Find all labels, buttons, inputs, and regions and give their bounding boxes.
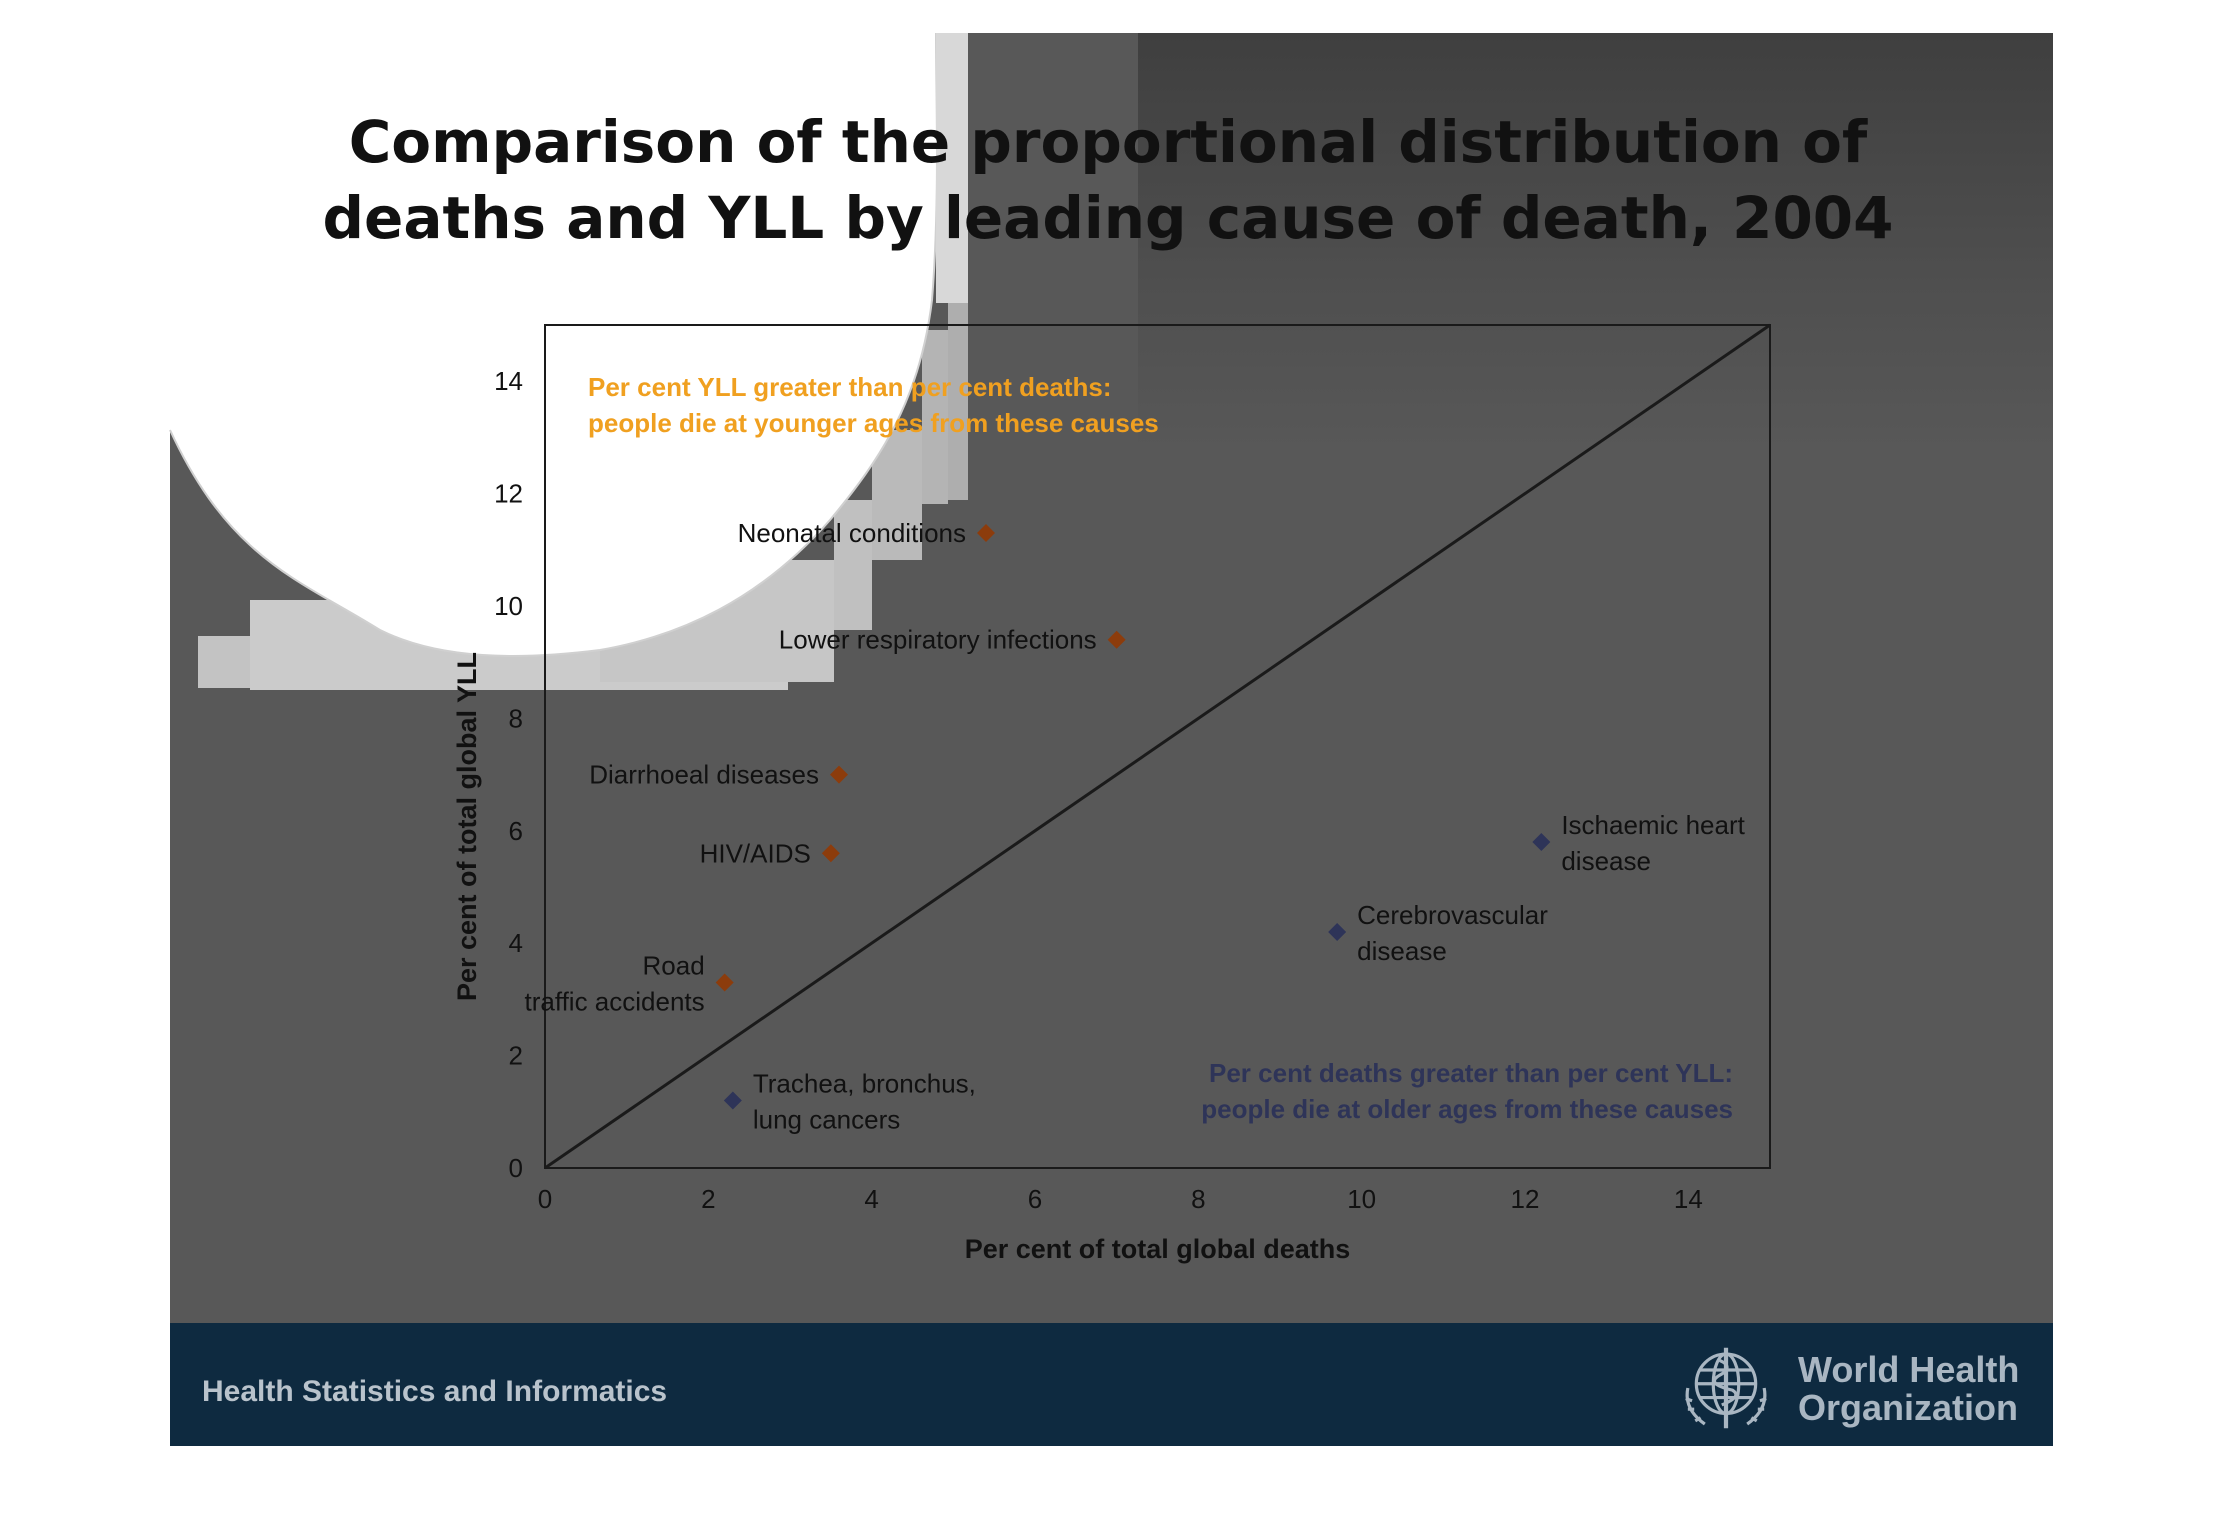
annotation-upper-line: people die at younger ages from these ca… bbox=[588, 408, 1159, 438]
annotation-lower-line: Per cent deaths greater than per cent YL… bbox=[1209, 1058, 1733, 1088]
reference-line-y-equals-x bbox=[544, 323, 1771, 1170]
data-point-label: Ischaemic heart bbox=[1561, 810, 1745, 840]
y-tick-label: 2 bbox=[509, 1041, 523, 1071]
data-point-label: Cerebrovascular bbox=[1357, 900, 1548, 930]
x-tick-label: 6 bbox=[1028, 1184, 1042, 1214]
y-tick-label: 14 bbox=[494, 366, 523, 396]
data-point-label: Diarrhoeal diseases bbox=[589, 760, 819, 790]
y-tick-label: 0 bbox=[509, 1153, 523, 1183]
data-point-label: Road bbox=[643, 951, 705, 981]
y-axis-label: Per cent of total global YLL bbox=[452, 652, 482, 1001]
x-tick-label: 2 bbox=[701, 1184, 715, 1214]
who-name-line1: World Health bbox=[1798, 1349, 2020, 1390]
who-emblem-icon bbox=[1685, 1347, 1767, 1429]
data-point-label: Neonatal conditions bbox=[738, 518, 966, 548]
data-point-marker bbox=[715, 973, 734, 992]
data-point-marker bbox=[1107, 630, 1126, 649]
footer-bar: Health Statistics and Informatics World … bbox=[170, 1323, 2053, 1446]
data-point-marker bbox=[1532, 833, 1551, 852]
annotation-lower-line: people die at older ages from these caus… bbox=[1201, 1094, 1733, 1124]
x-tick-label: 12 bbox=[1511, 1184, 1540, 1214]
title-line-1: Comparison of the proportional distribut… bbox=[348, 108, 1868, 176]
slide-dark-panel bbox=[1138, 33, 2053, 453]
data-point-marker bbox=[821, 844, 840, 863]
y-tick-label: 8 bbox=[509, 703, 523, 733]
data-point-label: disease bbox=[1357, 936, 1447, 966]
swoosh-layer-g bbox=[948, 250, 968, 500]
x-tick-label: 0 bbox=[538, 1184, 552, 1214]
plot-frame bbox=[544, 324, 1771, 1169]
slide-background: Health Statistics and Informatics World … bbox=[170, 33, 2053, 1446]
footer-label: Health Statistics and Informatics bbox=[202, 1375, 668, 1408]
y-tick-label: 4 bbox=[509, 928, 523, 958]
y-tick-label: 6 bbox=[509, 816, 523, 846]
data-point-label: lung cancers bbox=[753, 1105, 900, 1135]
swoosh-layer-d bbox=[834, 500, 872, 630]
data-point-marker bbox=[1328, 922, 1347, 941]
data-point-label: traffic accidents bbox=[524, 987, 704, 1017]
x-tick-label: 4 bbox=[864, 1184, 878, 1214]
title-line-2: deaths and YLL by leading cause of death… bbox=[322, 184, 1894, 252]
data-point-marker bbox=[723, 1091, 742, 1110]
annotation-upper-line: Per cent YLL greater than per cent death… bbox=[588, 372, 1112, 402]
who-name-line2: Organization bbox=[1798, 1387, 2019, 1428]
who-name: World Health Organization bbox=[1798, 1351, 2019, 1427]
data-point-label: Trachea, bronchus, bbox=[753, 1069, 976, 1099]
x-axis-label: Per cent of total global deaths bbox=[965, 1234, 1351, 1264]
x-tick-label: 8 bbox=[1191, 1184, 1205, 1214]
x-tick-label: 14 bbox=[1674, 1184, 1703, 1214]
data-point-label: HIV/AIDS bbox=[700, 838, 811, 868]
x-tick-label: 10 bbox=[1347, 1184, 1376, 1214]
slide-title: Comparison of the proportional distribut… bbox=[0, 104, 2216, 256]
data-point-marker bbox=[830, 765, 848, 784]
y-tick-label: 10 bbox=[494, 591, 523, 621]
swoosh-layer-f bbox=[922, 330, 948, 504]
data-point-label: Lower respiratory infections bbox=[779, 625, 1097, 655]
y-tick-label: 12 bbox=[494, 479, 523, 509]
data-point-label: disease bbox=[1561, 846, 1651, 876]
data-point-marker bbox=[977, 523, 995, 542]
